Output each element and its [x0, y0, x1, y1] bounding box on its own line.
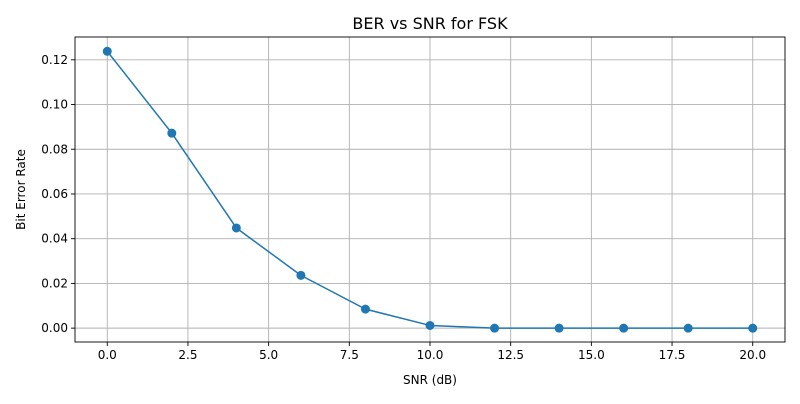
data-point	[167, 128, 177, 138]
data-point	[231, 223, 241, 233]
x-tick-label: 2.5	[178, 348, 197, 362]
data-point	[425, 320, 435, 330]
x-tick-label: 12.5	[497, 348, 524, 362]
x-tick-label: 7.5	[340, 348, 359, 362]
y-tick-label: 0.00	[41, 321, 68, 335]
y-tick-label: 0.10	[41, 98, 68, 112]
chart-title: BER vs SNR for FSK	[352, 14, 508, 33]
x-tick-label: 20.0	[739, 348, 766, 362]
y-tick-label: 0.12	[41, 53, 68, 67]
series-layer	[102, 46, 758, 333]
data-point	[748, 323, 758, 333]
x-tick-label: 10.0	[417, 348, 444, 362]
y-tick-label: 0.02	[41, 276, 68, 290]
tick-layer: 0.0 2.5 5.0 7.5 10.0 12.5 15.0 17.5 20.0 0.00 0.02…	[41, 53, 766, 362]
data-point	[360, 304, 370, 314]
y-tick-label: 0.08	[41, 142, 68, 156]
x-tick-label: 0.0	[98, 348, 117, 362]
x-tick-label: 5.0	[259, 348, 278, 362]
x-axis-label: SNR (dB)	[403, 373, 457, 387]
x-tick-label: 17.5	[659, 348, 686, 362]
data-point	[683, 323, 693, 333]
y-tick-label: 0.04	[41, 232, 68, 246]
data-point	[102, 46, 112, 56]
data-point	[296, 270, 306, 280]
data-point	[619, 323, 629, 333]
x-tick-label: 15.0	[578, 348, 605, 362]
data-point	[554, 323, 564, 333]
y-tick-label: 0.06	[41, 187, 68, 201]
data-point	[490, 323, 500, 333]
y-axis-label: Bit Error Rate	[14, 149, 28, 230]
